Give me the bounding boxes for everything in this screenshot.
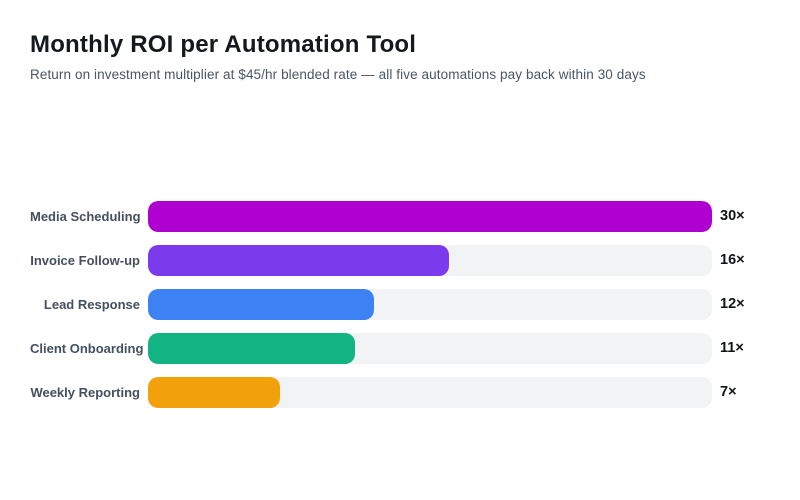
chart-subtitle: Return on investment multiplier at $45/h… [30, 66, 646, 82]
bar-rows: Media Scheduling 30× Invoice Follow-up 16× L… [0, 200, 800, 408]
chart-row: Invoice Follow-up 16× [30, 244, 800, 276]
value-label: 30× [720, 208, 745, 225]
category-label: Media Scheduling [30, 208, 141, 224]
bar-chart: Media Scheduling 30× Invoice Follow-up 16× L… [0, 200, 800, 408]
chart-row: Weekly Reporting 7× [30, 376, 800, 408]
category-label: Client Onboarding [30, 340, 144, 356]
chart-title: Monthly ROI per Automation Tool [30, 31, 417, 58]
bar-track [148, 376, 712, 408]
value-label: 11× [720, 340, 744, 357]
chart-row: Media Scheduling 30× [30, 200, 800, 232]
category-label: Weekly Reporting [30, 384, 140, 400]
value-label: 12× [720, 296, 745, 313]
bar-track [148, 332, 712, 364]
bar-fill [148, 332, 355, 364]
value-label: 7× [720, 384, 737, 401]
bar-fill [148, 376, 280, 408]
chart-header: Monthly ROI per Automation Tool Return o… [0, 0, 800, 82]
bar-fill [148, 244, 449, 276]
bar-fill [148, 200, 712, 232]
chart-row: Client Onboarding 11× [30, 332, 800, 364]
chart-row: Lead Response 12× [30, 288, 800, 320]
category-label: Invoice Follow-up [30, 252, 140, 268]
bar-track [148, 288, 712, 320]
bar-track [148, 200, 712, 232]
bar-fill [148, 288, 374, 320]
category-label: Lead Response [43, 296, 140, 312]
value-label: 16× [720, 252, 745, 269]
bar-track [148, 244, 712, 276]
